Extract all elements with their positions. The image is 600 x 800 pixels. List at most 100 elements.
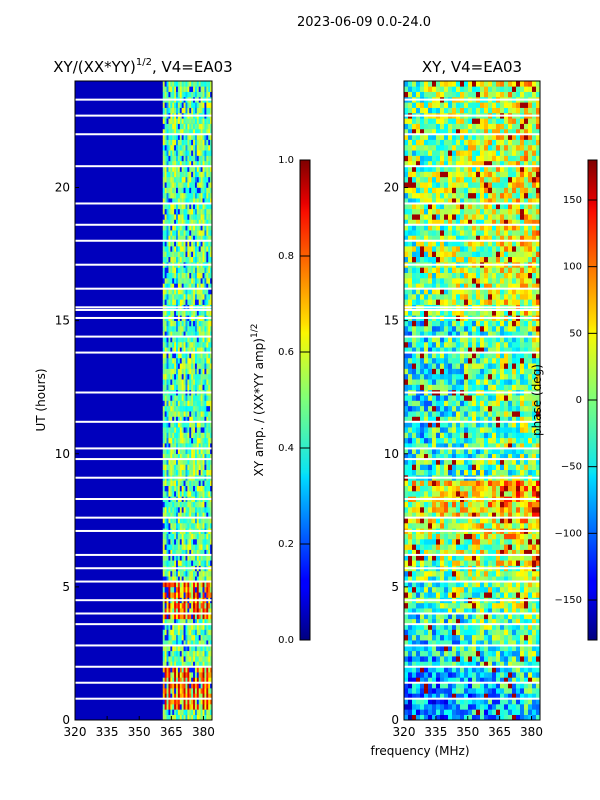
phase-heatmap-cell	[488, 437, 493, 444]
amplitude-heatmap-cell	[177, 203, 181, 210]
amplitude-heatmap-cell	[206, 139, 209, 146]
phase-heatmap-cell	[480, 704, 485, 710]
amplitude-heatmap-cell	[183, 517, 186, 524]
amplitude-heatmap-cell	[179, 443, 182, 449]
phase-heatmap-cell	[484, 533, 489, 540]
phase-heatmap	[404, 81, 541, 721]
amplitude-heatmap-cell	[210, 485, 213, 492]
amplitude-heatmap-cell	[208, 128, 211, 135]
amplitude-heatmap-cell	[177, 698, 181, 705]
amplitude-heatmap-cell	[206, 517, 209, 524]
phase-heatmap-cell	[460, 613, 465, 620]
amplitude-heatmap-cell	[198, 171, 201, 178]
amplitude-heatmap-cell	[174, 469, 177, 476]
phase-heatmap-cell	[488, 592, 493, 598]
amplitude-heatmap-cell	[177, 288, 181, 295]
amplitude-heatmap-cell	[185, 613, 188, 620]
phase-heatmap-cell	[488, 693, 493, 700]
amplitude-heatmap-cell	[181, 560, 184, 566]
amplitude-heatmap-cell	[206, 576, 209, 582]
amplitude-heatmap-cell	[162, 533, 165, 540]
amplitude-heatmap-cell	[208, 373, 211, 380]
amplitude-heatmap-cell	[174, 698, 177, 705]
phase-heatmap-cell	[492, 517, 497, 524]
amplitude-heatmap-cell	[177, 469, 181, 476]
amplitude-heatmap-cell	[191, 203, 194, 210]
phase-heatmap-cell	[420, 613, 425, 620]
phase-heatmap-cell	[476, 469, 481, 476]
amplitude-heatmap-cell	[185, 299, 188, 305]
phase-heatmap-cell	[472, 448, 477, 455]
amplitude-heatmap-cell	[168, 144, 171, 151]
phase-heatmap-cell	[500, 698, 505, 705]
amplitude-heatmap-cell	[183, 224, 186, 231]
amplitude-heatmap-cell	[193, 624, 196, 630]
phase-heatmap-cell	[536, 570, 541, 577]
phase-heatmap-cell	[488, 485, 493, 492]
amplitude-heatmap-cell	[187, 134, 190, 140]
amplitude-heatmap-cell	[193, 400, 196, 407]
amplitude-heatmap-cell	[185, 618, 188, 625]
amplitude-heatmap-cell	[177, 150, 181, 156]
amplitude-heatmap-cell	[185, 411, 188, 417]
phase-heatmap-cell	[408, 688, 413, 694]
phase-heatmap-cell	[512, 698, 517, 705]
amplitude-heatmap-cell	[187, 368, 190, 375]
amplitude-heatmap-cell	[189, 469, 192, 476]
phase-heatmap-cell	[428, 688, 433, 694]
amplitude-heatmap-cell	[172, 698, 175, 705]
amplitude-heatmap-cell	[198, 645, 201, 652]
amplitude-heatmap-cell	[193, 629, 196, 636]
amplitude-heatmap-cell	[191, 347, 194, 353]
amplitude-heatmap-cell	[168, 341, 171, 348]
amplitude-heatmap-cell	[198, 278, 201, 284]
phase-heatmap-cell	[492, 704, 497, 710]
amplitude-heatmap-cell	[162, 608, 165, 614]
amplitude-heatmap-cell	[183, 421, 186, 428]
phase-heatmap-cell	[468, 544, 473, 550]
amplitude-heatmap-cell	[196, 560, 200, 566]
phase-heatmap-cell	[456, 592, 461, 598]
phase-heatmap-cell	[504, 682, 509, 689]
amplitude-heatmap-cell	[204, 411, 207, 417]
amplitude-heatmap-cell	[172, 192, 175, 199]
amplitude-heatmap-cell	[196, 235, 200, 242]
phase-heatmap-cell	[508, 661, 513, 668]
phase-heatmap-cell	[420, 522, 425, 529]
amplitude-heatmap-cell	[204, 554, 207, 561]
amplitude-heatmap-cell	[183, 464, 186, 471]
amplitude-heatmap-cell	[210, 123, 213, 130]
amplitude-heatmap-cell	[176, 512, 179, 518]
amplitude-heatmap-cell	[196, 437, 200, 444]
amplitude-heatmap-cell	[191, 155, 194, 162]
amplitude-heatmap-cell	[183, 288, 186, 295]
phase-heatmap-cell	[492, 613, 497, 620]
amplitude-heatmap-cell	[202, 341, 205, 348]
amplitude-heatmap-cell	[198, 634, 201, 641]
amplitude-heatmap-cell	[194, 507, 198, 513]
amplitude-heatmap-cell	[170, 640, 173, 646]
amplitude-heatmap-cell	[189, 512, 192, 518]
amplitude-heatmap-cell	[168, 198, 171, 204]
phase-heatmap-cell	[424, 645, 429, 652]
phase-heatmap-cell	[424, 464, 429, 471]
phase-heatmap-cell	[448, 459, 453, 465]
amplitude-heatmap-cell	[196, 81, 200, 87]
amplitude-heatmap-cell	[162, 214, 165, 220]
amplitude-heatmap-cell	[177, 155, 181, 162]
amplitude-heatmap-cell	[168, 150, 171, 156]
phase-heatmap-cell	[464, 629, 469, 636]
amplitude-heatmap-cell	[166, 171, 169, 178]
phase-heatmap-cell	[528, 645, 533, 652]
phase-heatmap-cell	[484, 576, 489, 582]
amplitude-heatmap-cell	[179, 208, 182, 215]
phase-heatmap-cell	[440, 538, 445, 545]
amplitude-heatmap-cell	[170, 704, 173, 710]
amplitude-heatmap-cell	[196, 549, 200, 556]
phase-heatmap-cell	[496, 507, 501, 513]
amplitude-heatmap-cell	[202, 150, 205, 156]
amplitude-heatmap-cell	[206, 373, 209, 380]
amplitude-heatmap-cell	[174, 155, 177, 162]
phase-heatmap-cell	[460, 491, 465, 497]
phase-heatmap-cell	[508, 576, 513, 582]
